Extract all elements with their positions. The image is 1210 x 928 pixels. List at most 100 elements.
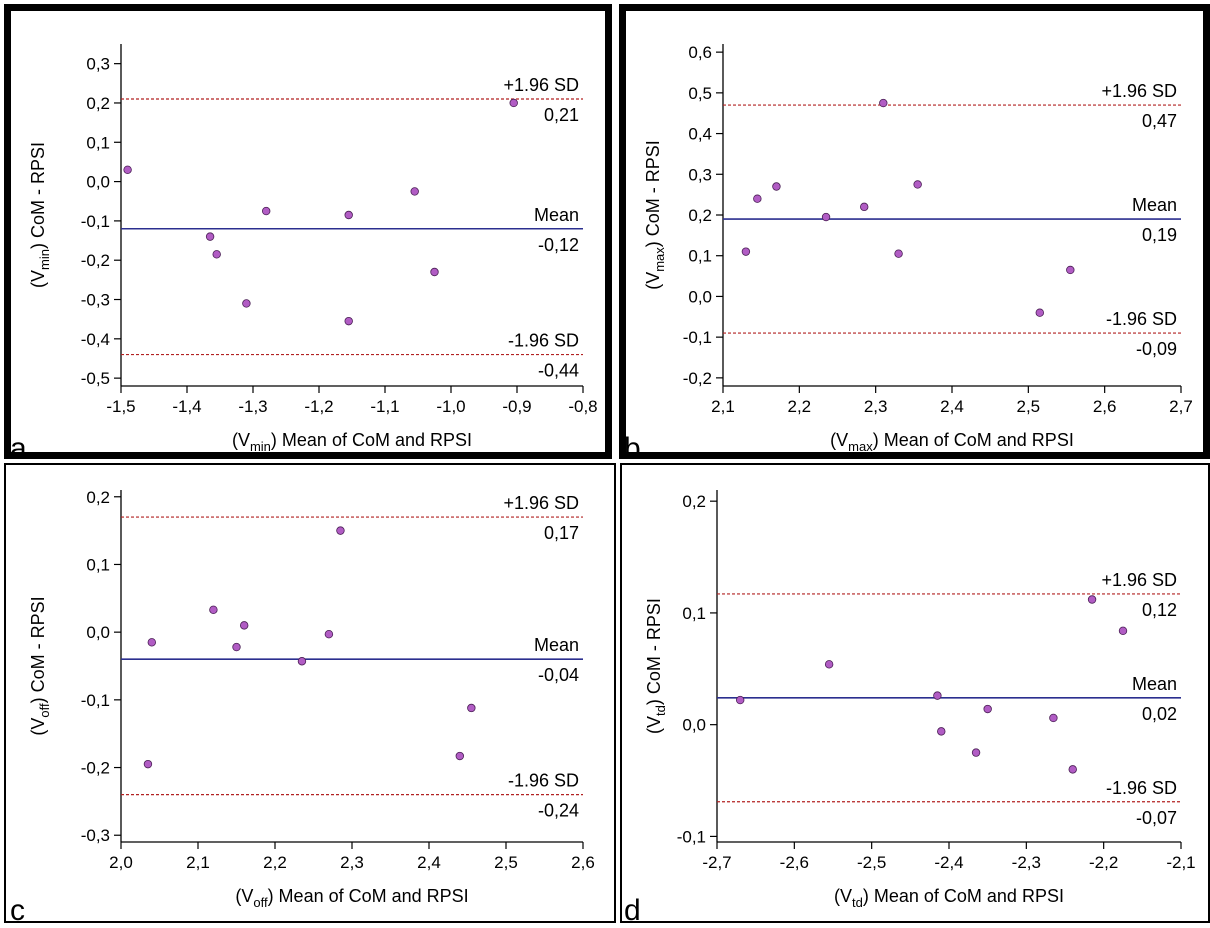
lower-limit-value: -0,09: [1136, 339, 1177, 359]
x-tick-label: 2,0: [109, 853, 133, 872]
x-tick-label: 2,4: [417, 853, 441, 872]
y-axis-label: (Voff) CoM - RPSI: [28, 596, 52, 735]
y-tick-label: -0,3: [81, 826, 110, 845]
panel-border: [620, 463, 1210, 923]
x-tick-label: -2,4: [934, 853, 963, 872]
data-point: [410, 187, 419, 196]
x-tick-label: -1,4: [172, 397, 201, 416]
data-point: [147, 638, 156, 647]
data-point: [344, 316, 353, 326]
data-point: [324, 629, 334, 639]
data-point: [509, 98, 518, 108]
x-tick-label: -2,1: [1166, 853, 1195, 872]
data-point: [242, 299, 251, 308]
x-tick-label: -2,2: [1089, 853, 1118, 872]
data-point: [983, 704, 992, 714]
data-point: [879, 98, 888, 108]
upper-limit-value: 0,47: [1142, 111, 1177, 131]
data-point: [1087, 595, 1097, 604]
x-tick-label: 2,7: [1169, 397, 1193, 416]
data-point: [933, 691, 942, 700]
panel-c: 0,2 0,1 0,0 -0,1 -0,2 -0,3 2,0 2,1 2,2 2,3 2,4 2,5 2…: [4, 463, 616, 927]
x-tick-label: -1,1: [370, 397, 399, 416]
x-axis-label: (Vmax) Mean of CoM and RPSI: [830, 430, 1074, 454]
data-point: [1049, 713, 1058, 723]
data-point: [971, 748, 981, 757]
mean-label: Mean: [1132, 674, 1177, 694]
y-tick-label: 0,0: [86, 623, 110, 642]
y-tick-label: 0,4: [688, 125, 712, 144]
y-tick-label: 0,2: [86, 488, 110, 507]
data-point: [821, 212, 831, 222]
panel-border: [4, 4, 612, 459]
lower-limit-label: -1.96 SD: [1106, 309, 1177, 329]
data-point: [741, 247, 751, 256]
y-tick-label: -0,1: [81, 691, 110, 710]
data-point: [239, 621, 249, 630]
y-tick-label: -0,1: [683, 328, 712, 347]
y-tick-label: -0,1: [81, 212, 110, 231]
data-point: [1066, 265, 1075, 275]
upper-limit-label: +1.96 SD: [1101, 570, 1177, 590]
y-tick-label: 0,2: [86, 94, 110, 113]
x-tick-label: -0,8: [568, 397, 597, 416]
x-tick-label: 2,6: [571, 853, 595, 872]
mean-label: Mean: [1132, 195, 1177, 215]
x-tick-label: 2,3: [864, 397, 888, 416]
x-tick-label: 2,3: [340, 853, 364, 872]
data-point: [212, 250, 221, 259]
x-axis-label: (Voff) Mean of CoM and RPSI: [235, 886, 468, 910]
lower-limit-label: -1.96 SD: [508, 771, 579, 791]
upper-limit-value: 0,12: [1142, 600, 1177, 620]
y-tick-label: 0,0: [86, 173, 110, 192]
panel-letter: c: [10, 894, 25, 923]
mean-value: -0,04: [538, 665, 579, 685]
y-tick-label: 0,2: [682, 492, 706, 511]
x-tick-label: 2,1: [711, 397, 735, 416]
x-tick-label: 2,5: [1017, 397, 1041, 416]
x-axis-label: (Vmin) Mean of CoM and RPSI: [232, 430, 472, 454]
lower-limit-value: -0,07: [1136, 808, 1177, 828]
y-tick-label: 0,0: [688, 287, 712, 306]
y-tick-label: -0,2: [81, 251, 110, 270]
upper-limit-value: 0,17: [544, 523, 579, 543]
mean-label: Mean: [534, 205, 579, 225]
x-tick-label: -2,3: [1012, 853, 1041, 872]
data-point: [262, 206, 271, 216]
upper-limit-value: 0,21: [544, 105, 579, 125]
upper-limit-label: +1.96 SD: [1101, 81, 1177, 101]
x-tick-label: -2,5: [857, 853, 886, 872]
data-point: [937, 727, 946, 736]
mean-label: Mean: [534, 635, 579, 655]
data-point: [209, 605, 218, 615]
y-tick-label: -0,1: [677, 827, 706, 846]
x-tick-label: 2,2: [788, 397, 812, 416]
x-tick-label: -1,0: [436, 397, 465, 416]
data-point: [205, 232, 215, 241]
lower-limit-label: -1.96 SD: [508, 331, 579, 351]
panel-letter: d: [624, 894, 641, 923]
panel-border: [619, 4, 1210, 459]
y-tick-label: -0,2: [81, 759, 110, 778]
data-point: [860, 202, 869, 212]
y-tick-label: 0,1: [682, 604, 706, 623]
data-point: [455, 751, 464, 761]
x-tick-label: -0,9: [502, 397, 531, 416]
x-tick-label: 2,5: [494, 853, 518, 872]
x-axis-label: (Vtd) Mean of CoM and RPSI: [834, 886, 1064, 910]
panel-a: 0,3 0,2 0,1 0,0 -0,1 -0,2 -0,3 -0,4 -0,5 -1,5 -1,4…: [4, 4, 612, 465]
data-point: [894, 249, 903, 258]
data-point: [467, 703, 476, 713]
y-axis-label: (Vtd) CoM - RPSI: [644, 598, 668, 734]
lower-limit-value: -0,44: [538, 361, 579, 381]
data-point: [430, 267, 439, 277]
data-point: [232, 642, 241, 652]
data-point: [1035, 308, 1044, 317]
mean-value: 0,19: [1142, 225, 1177, 245]
y-axis-label: (Vmin) CoM - RPSI: [28, 142, 52, 288]
y-tick-label: -0,5: [81, 369, 110, 388]
data-point: [1118, 626, 1128, 635]
y-tick-label: 0,1: [86, 133, 110, 152]
